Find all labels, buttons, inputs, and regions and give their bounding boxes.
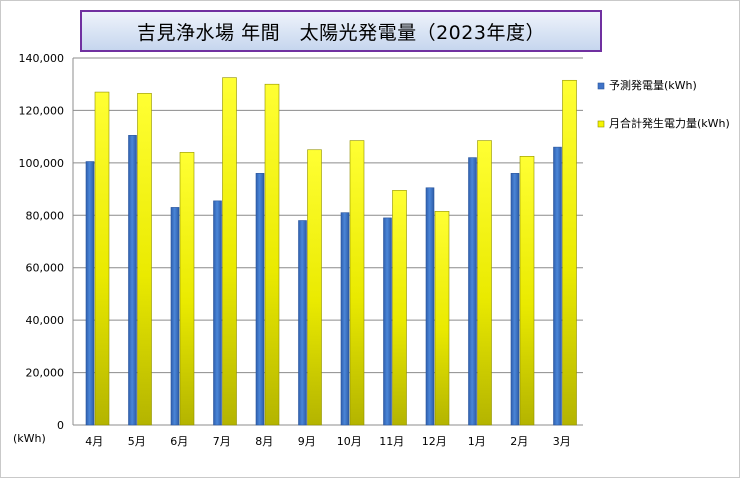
x-tick-label: 5月 [128,435,146,448]
legend-swatch-forecast [597,82,605,90]
bar-forecast [255,173,265,426]
bar-actual [519,156,535,426]
y-tick-label: 120,000 [19,104,65,117]
y-tick-label: 40,000 [26,314,65,327]
x-tick-label: 7月 [213,435,231,448]
chart-title-box: 吉見浄水場 年間 太陽光発電量（2023年度） [80,10,602,52]
bar-actual [94,91,110,426]
bar-actual [562,79,577,426]
bar-forecast [468,157,477,426]
y-tick-label: 0 [57,419,64,432]
y-tick-label: 80,000 [26,209,65,222]
bar-actual [307,149,322,426]
bar-actual [392,190,407,426]
y-tick-label: 60,000 [26,262,65,275]
bars [85,77,577,426]
tick-labels: 0 20,000 40,000 60,000 80,000 100,000 120,000 1… [13,52,571,448]
bar-forecast [85,161,95,426]
bar-forecast [213,200,222,426]
x-tick-label: 6月 [170,435,188,448]
x-tick-label: 2月 [510,435,528,448]
bar-actual [179,152,195,426]
bar-forecast [298,220,307,426]
x-tick-label: 1月 [468,435,486,448]
unit-label: (kWh) [13,432,46,445]
bar-forecast [383,217,392,426]
bar-forecast [425,187,435,426]
x-tick-label: 3月 [553,435,571,448]
legend-label-actual: 月合計発生電力量(kWh) [609,116,730,130]
bar-forecast [553,146,562,426]
bar-actual [477,140,492,426]
bar-forecast [510,173,520,426]
x-tick-label: 8月 [255,435,273,448]
legend-label-forecast: 予測発電量(kWh) [609,78,697,92]
bar-actual [222,77,237,426]
legend-swatch-actual [597,120,605,128]
bar-forecast [128,135,137,426]
bar-actual [349,140,365,426]
bar-actual [137,93,152,426]
y-tick-label: 140,000 [19,52,65,65]
gridlines [72,57,583,426]
x-tick-label: 9月 [298,435,316,448]
chart-title: 吉見浄水場 年間 太陽光発電量（2023年度） [137,21,545,44]
x-tick-label: 10月 [337,435,362,448]
legend: 予測発電量(kWh) 月合計発生電力量(kWh) [597,78,730,130]
bar-actual [264,83,280,426]
bar-forecast [340,212,350,426]
x-tick-label: 12月 [422,435,447,448]
bar-forecast [170,207,180,426]
x-tick-label: 11月 [379,435,404,448]
bar-actual [434,211,450,426]
x-tick-label: 4月 [85,435,103,448]
y-tick-label: 100,000 [19,157,65,170]
y-tick-label: 20,000 [26,367,65,380]
